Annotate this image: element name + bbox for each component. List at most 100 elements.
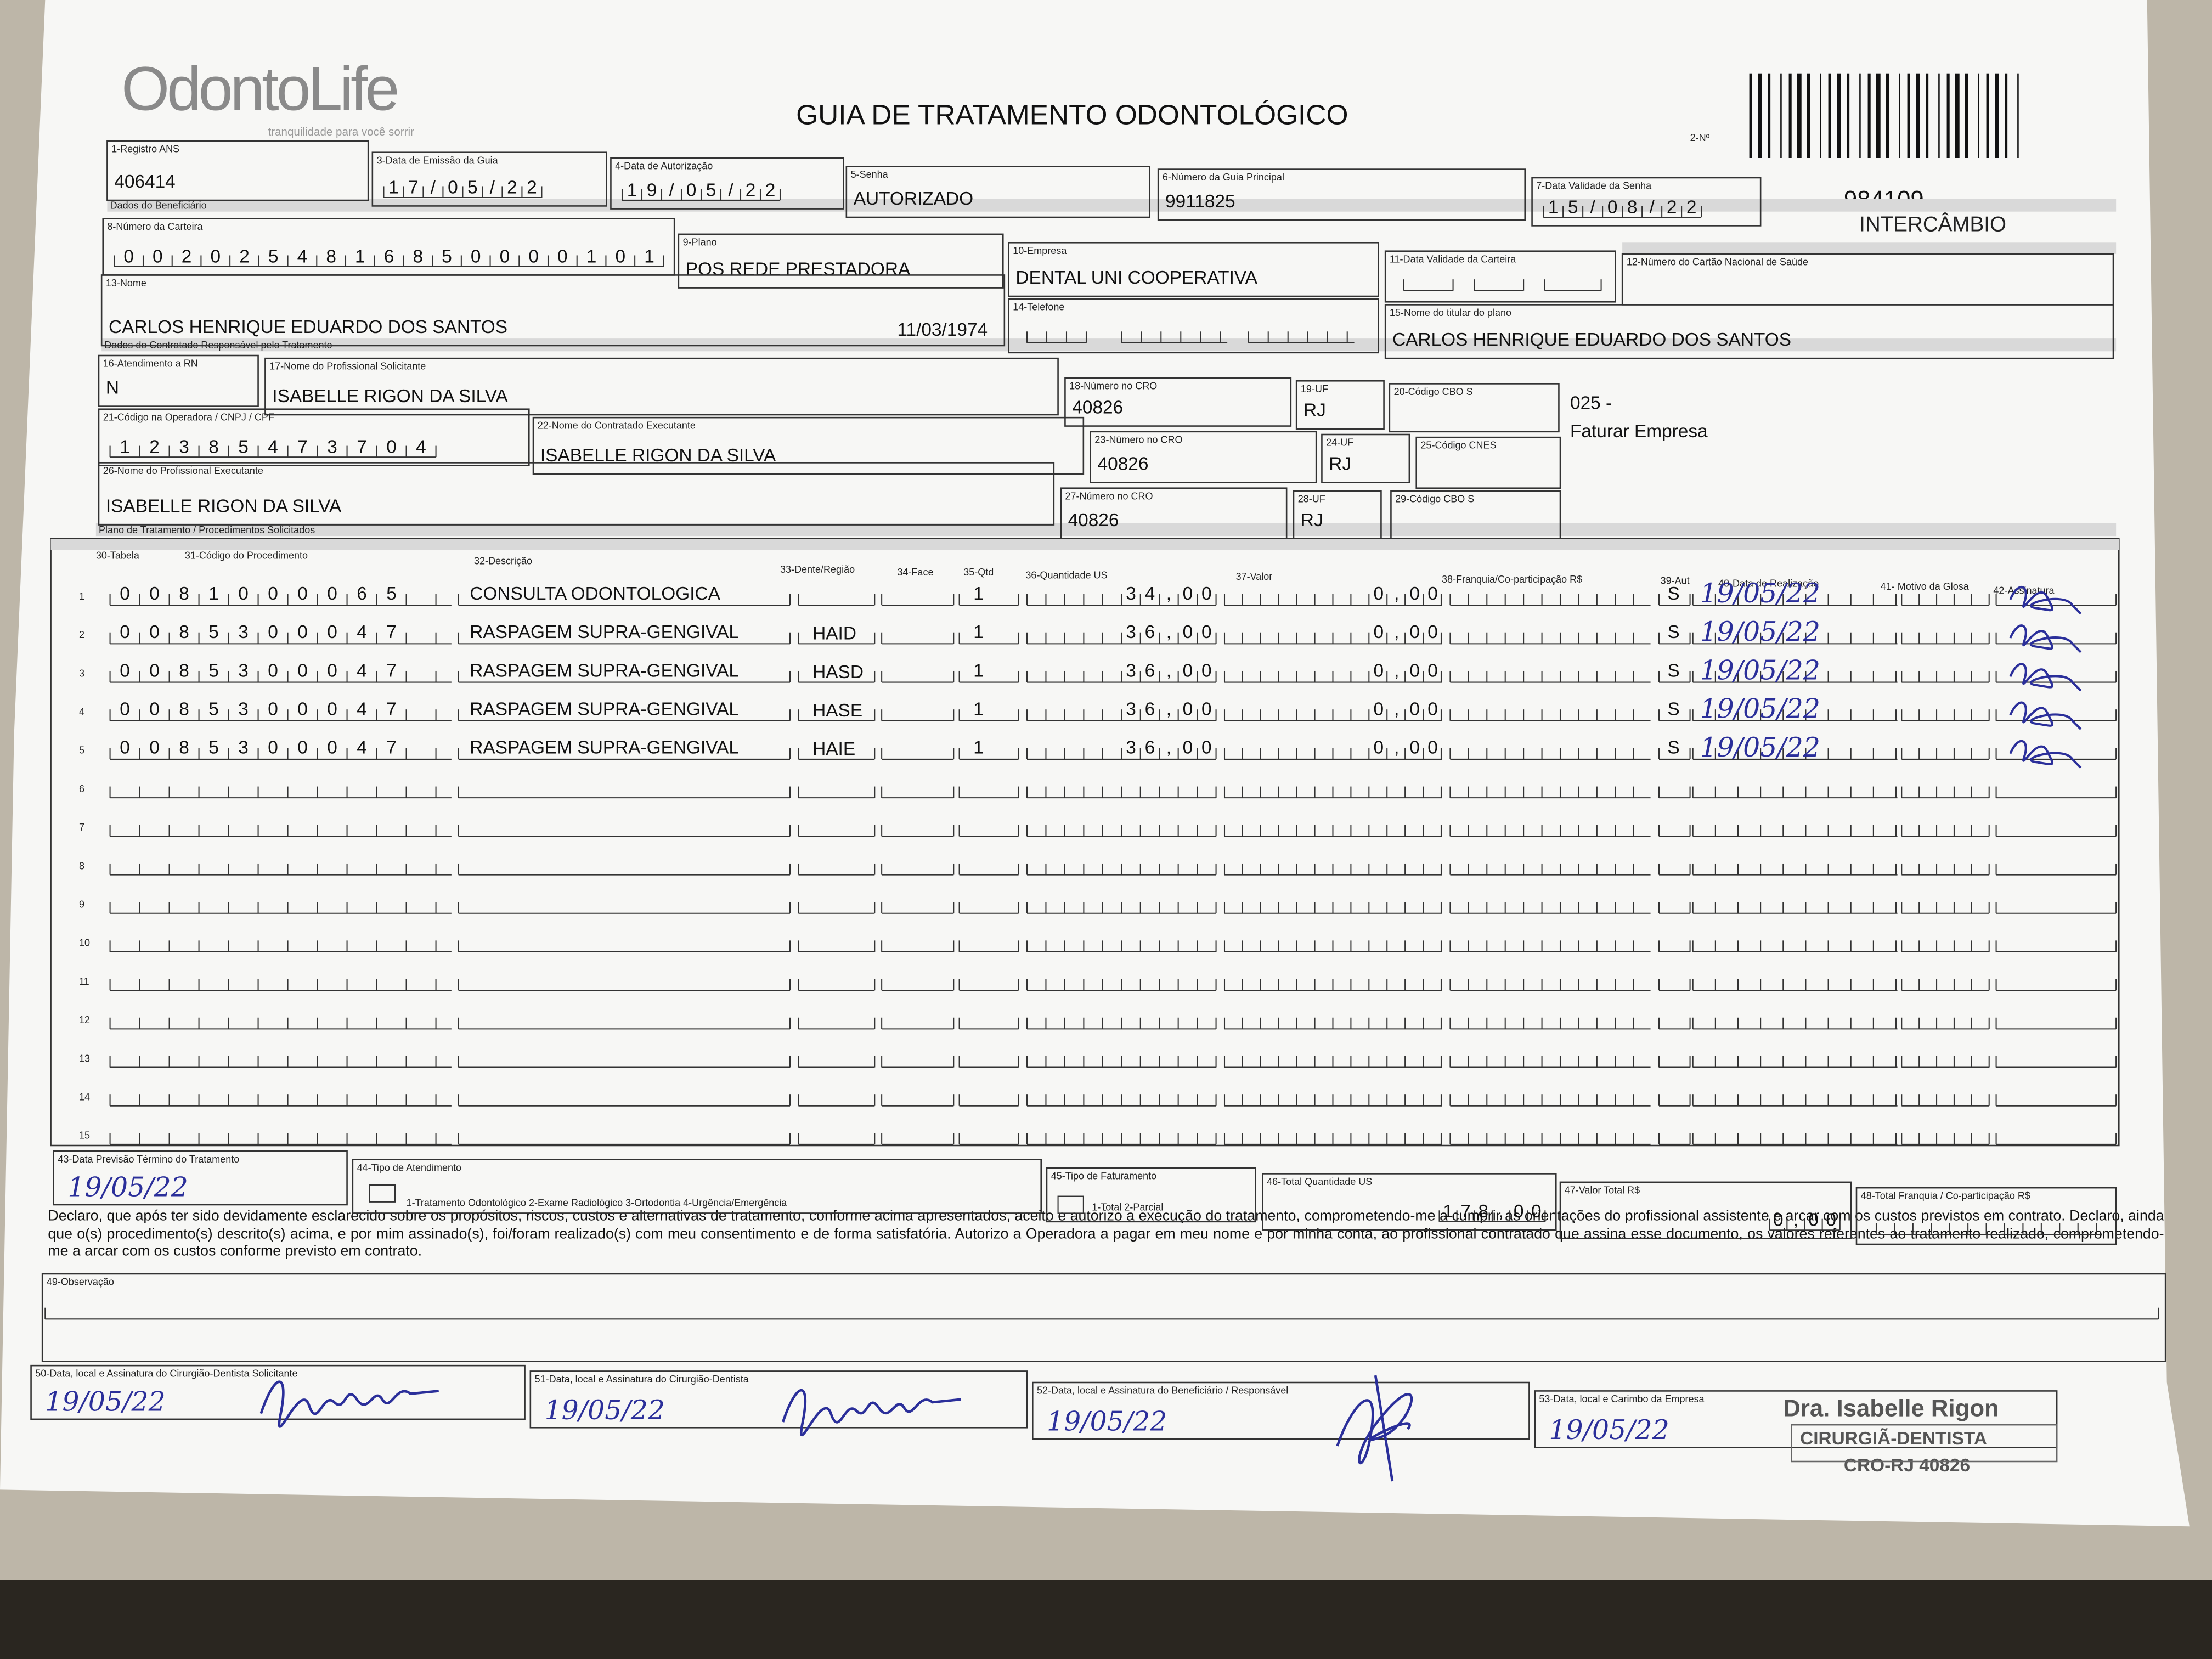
column-header: 36-Quantidade US <box>1025 569 1107 580</box>
field-value: 0020254816850000101 <box>123 246 654 267</box>
field-label: 45-Tipo de Faturamento <box>1051 1171 1156 1182</box>
field-box <box>610 157 844 210</box>
quantity: 1 <box>973 584 984 604</box>
row-number: 15 <box>79 1130 90 1141</box>
field-box <box>845 166 1150 218</box>
field-box <box>352 1159 1042 1214</box>
field-value: RJ <box>1329 454 1351 474</box>
cbo-note: 025 - <box>1570 393 1612 414</box>
barcode-bar <box>1938 73 1940 158</box>
shadow-edge <box>0 1580 2212 1659</box>
field-label: 17-Nome do Profissional Solicitante <box>269 361 426 372</box>
field-value: 40826 <box>1068 510 1119 531</box>
field-box <box>1157 168 1526 221</box>
field-label: 53-Data, local e Carimbo da Empresa <box>1539 1393 1705 1404</box>
barcode-bar <box>1758 73 1762 158</box>
field-label: 23-Número no CRO <box>1094 434 1182 445</box>
column-header: 34-Face <box>897 567 933 578</box>
quantity: 1 <box>973 661 984 681</box>
field-label: 25-Código CNES <box>1420 440 1496 451</box>
field-label: 9-Plano <box>683 236 717 247</box>
barcode-bar <box>1926 73 1929 158</box>
section-band <box>101 338 2117 352</box>
field-value: AUTORIZADO <box>854 189 973 209</box>
field-box <box>532 416 1085 475</box>
field-label: 51-Data, local e Assinatura do Cirurgião… <box>535 1374 749 1385</box>
barcode-bar <box>1965 73 1968 158</box>
field-box <box>98 408 530 466</box>
barcode <box>1749 73 2019 158</box>
field-box <box>1090 431 1317 483</box>
description: CONSULTA ODONTOLOGICA <box>470 584 720 604</box>
description: RASPAGEM SUPRA-GENGIVAL <box>470 699 739 719</box>
signature-scribble <box>2009 701 2082 730</box>
field-label: 5-Senha <box>851 169 889 180</box>
barcode-bar <box>1837 73 1841 158</box>
field-label: 50-Data, local e Assinatura do Cirurgião… <box>35 1368 297 1379</box>
barcode-bar <box>1867 73 1871 158</box>
field-box <box>1046 1167 1256 1223</box>
barcode-bar <box>1995 73 1999 158</box>
authorization: S <box>1667 661 1679 681</box>
section-label: Dados do Beneficiário <box>110 200 207 211</box>
declaration-box: Declaro, que após ter sido devidamente e… <box>48 1209 2164 1260</box>
authorization: S <box>1667 738 1679 758</box>
tooth-region: HAIE <box>812 739 855 759</box>
field-value: CARLOS HENRIQUE EDUARDO DOS SANTOS <box>1392 330 1791 350</box>
field-label: 26-Nome do Profissional Executante <box>103 465 263 476</box>
field-box <box>1262 1173 1557 1231</box>
field-label: 16-Atendimento a RN <box>103 358 198 369</box>
barcode-bar <box>1797 73 1802 158</box>
field-box <box>1295 380 1385 430</box>
field-label: 22-Nome do Contratado Executante <box>538 420 696 431</box>
field-box <box>53 1150 348 1206</box>
field-box <box>1008 298 1379 354</box>
column-header: 41- Motivo da Glosa <box>1881 581 1970 592</box>
row-number: 6 <box>79 783 84 794</box>
stamp-title: CIRURGIÃ-DENTISTA <box>1800 1428 1987 1449</box>
signature-scribble <box>2009 740 2082 769</box>
row-number: 7 <box>79 822 84 833</box>
field-box <box>1531 177 1762 227</box>
field-value: N <box>106 377 119 398</box>
field-label: 8-Número da Carteira <box>107 221 203 232</box>
barcode-bar <box>1899 73 1900 158</box>
barcode-bar <box>1986 73 1989 158</box>
field-value: 40826 <box>1098 454 1149 474</box>
row-number: 4 <box>79 706 84 717</box>
field-box <box>98 354 259 407</box>
row-number: 11 <box>79 976 89 987</box>
barcode-bar <box>1946 73 1950 158</box>
description: RASPAGEM SUPRA-GENGIVAL <box>470 738 739 758</box>
field-label: 12-Número do Cartão Nacional de Saúde <box>1627 256 1808 267</box>
field-value: POS REDE PRESTADORA <box>686 259 911 279</box>
field-label: 18-Número no CRO <box>1069 381 1157 392</box>
field-label: 14-Telefone <box>1013 302 1064 313</box>
row-number: 5 <box>79 745 84 756</box>
column-header: 35-Qtd <box>963 567 994 578</box>
barcode-bar <box>1907 73 1910 158</box>
barcode-bar <box>1859 73 1861 158</box>
barcode-bar <box>1768 73 1771 158</box>
field-value: ISABELLE RIGON DA SILVA <box>272 386 508 407</box>
tooth-region: HAID <box>812 624 856 644</box>
signature-scribble <box>781 1389 961 1437</box>
section-label: Plano de Tratamento / Procedimentos Soli… <box>99 524 315 535</box>
column-header: 37-Valor <box>1236 571 1273 582</box>
field-label: 7-Data Validade da Senha <box>1536 180 1652 191</box>
tooth-region: HASE <box>812 701 862 721</box>
field-label: 13-Nome <box>106 278 146 289</box>
field-box <box>1384 250 1616 303</box>
barcode-bar <box>1886 73 1889 158</box>
field-value-handwritten: 19/05/22 <box>545 1395 665 1426</box>
barcode-bar <box>1749 73 1752 158</box>
field-box <box>1415 436 1561 489</box>
field-value: 40826 <box>1072 397 1123 417</box>
field-value: ISABELLE RIGON DA SILVA <box>106 496 342 516</box>
column-header: 38-Franquia/Co-participação R$ <box>1442 574 1582 585</box>
barcode-bar <box>1916 73 1920 158</box>
field-label: 52-Data, local e Assinatura do Beneficiá… <box>1037 1385 1288 1396</box>
attendance-options: 1-Tratamento Odontológico 2-Exame Radiol… <box>407 1198 788 1209</box>
row-number: 1 <box>79 591 84 602</box>
